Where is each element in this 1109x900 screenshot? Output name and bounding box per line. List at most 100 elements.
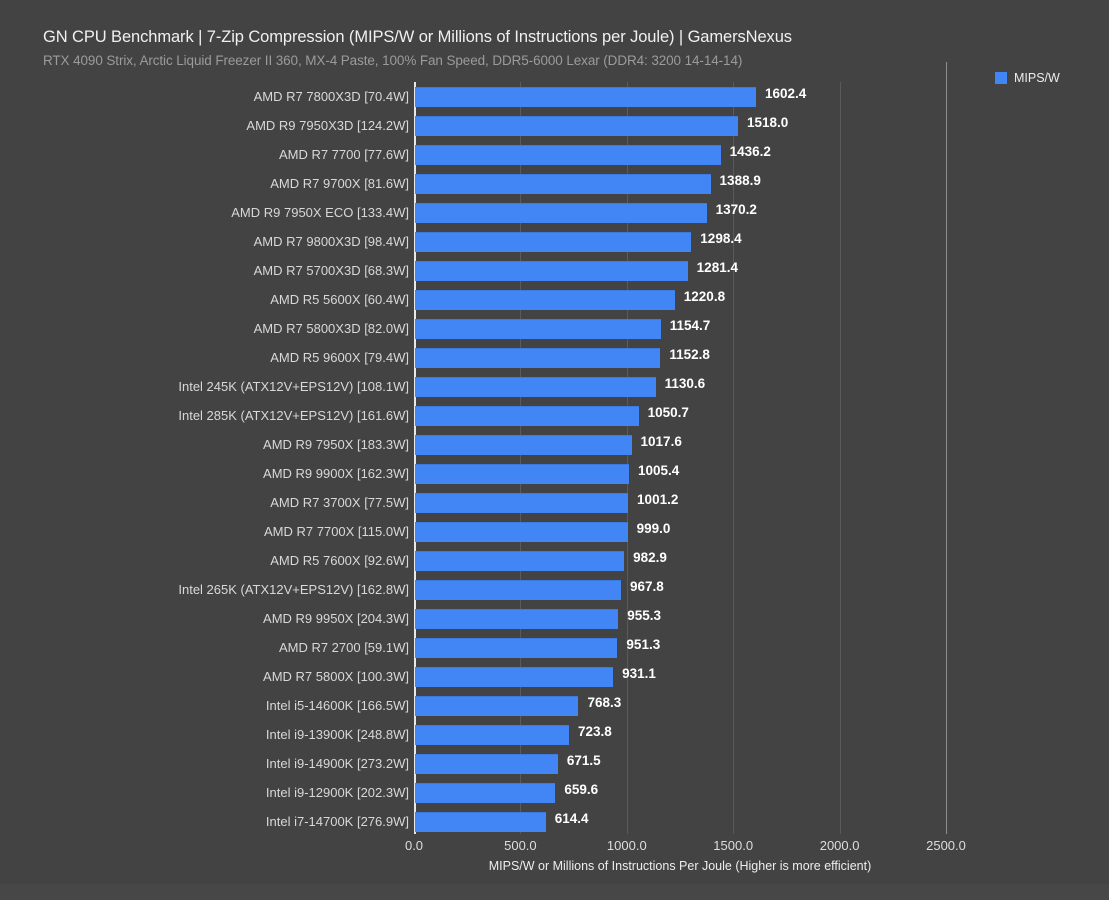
bar-row[interactable]: 1388.9 (414, 169, 946, 198)
bar[interactable] (415, 261, 688, 281)
bar[interactable] (415, 232, 692, 252)
bar-row[interactable]: 614.4 (414, 807, 946, 836)
category-label: AMD R7 3700X [77.5W] (270, 495, 409, 510)
category-row: Intel 285K (ATX12V+EPS12V) [161.6W] (5, 401, 409, 430)
bar[interactable] (415, 116, 739, 136)
bar-value-label: 1436.2 (729, 144, 771, 159)
category-row: AMD R7 7800X3D [70.4W] (5, 82, 409, 111)
bar-row[interactable]: 659.6 (414, 778, 946, 807)
bar[interactable] (415, 783, 556, 803)
bar-row[interactable]: 1370.2 (414, 198, 946, 227)
category-row: AMD R7 5800X [100.3W] (5, 662, 409, 691)
bar[interactable] (415, 406, 639, 426)
bar[interactable] (415, 319, 661, 339)
bar-row[interactable]: 982.9 (414, 546, 946, 575)
category-label: AMD R7 9700X [81.6W] (270, 176, 409, 191)
category-row: AMD R9 7950X [183.3W] (5, 430, 409, 459)
category-row: AMD R9 9900X [162.3W] (5, 459, 409, 488)
bar-value-label: 1220.8 (683, 289, 726, 304)
bar[interactable] (415, 551, 625, 571)
bar[interactable] (415, 87, 756, 107)
bar[interactable] (415, 377, 656, 397)
gridline (733, 82, 735, 834)
bar-series: 1602.4 1518.0 1436.2 1388.9 1370.2 1298.4 1281… (414, 82, 946, 834)
gridline (520, 82, 522, 834)
bar-row[interactable]: 1005.4 (414, 459, 946, 488)
bar-value-label: 1130.6 (664, 376, 706, 391)
bar-value-label: 614.4 (554, 811, 589, 826)
x-tick-label: 0.0 (404, 838, 424, 853)
x-tick-label: 1500.0 (713, 838, 754, 853)
category-label: AMD R7 7700 [77.6W] (278, 147, 409, 162)
bar-row[interactable]: 1017.6 (414, 430, 946, 459)
bar-row[interactable]: 671.5 (414, 749, 946, 778)
bar-row[interactable]: 1281.4 (414, 256, 946, 285)
bar[interactable] (415, 754, 558, 774)
bar[interactable] (415, 174, 711, 194)
bar[interactable] (415, 725, 570, 745)
bar-value-label: 1370.2 (715, 202, 757, 217)
category-label: Intel i9-12900K [202.3W] (265, 785, 409, 800)
category-row: AMD R7 7700X [115.0W] (5, 517, 409, 546)
bar-row[interactable]: 1220.8 (414, 285, 946, 314)
bar-row[interactable]: 1154.7 (414, 314, 946, 343)
category-label: AMD R9 9900X [162.3W] (263, 466, 409, 481)
bar-row[interactable]: 1602.4 (414, 82, 946, 111)
category-label: AMD R9 7950X [183.3W] (263, 437, 409, 452)
category-label: AMD R7 9800X3D [98.4W] (253, 234, 409, 249)
category-row: AMD R7 9800X3D [98.4W] (5, 227, 409, 256)
bar[interactable] (415, 812, 546, 832)
bar[interactable] (415, 145, 721, 165)
bar[interactable] (415, 435, 632, 455)
bar-row[interactable]: 1001.2 (414, 488, 946, 517)
category-row: AMD R7 3700X [77.5W] (5, 488, 409, 517)
bar[interactable] (415, 522, 628, 542)
bar-value-label: 1017.6 (640, 434, 682, 449)
bar[interactable] (415, 464, 629, 484)
bar[interactable] (415, 493, 629, 513)
chart-title: GN CPU Benchmark | 7-Zip Compression (MI… (43, 28, 792, 46)
category-row: AMD R9 7950X3D [124.2W] (5, 111, 409, 140)
bar[interactable] (415, 609, 619, 629)
bar-row[interactable]: 1050.7 (414, 401, 946, 430)
bar-value-label: 951.3 (626, 637, 661, 652)
category-row: Intel 245K (ATX12V+EPS12V) [108.1W] (5, 372, 409, 401)
bar-row[interactable]: 1152.8 (414, 343, 946, 372)
bar-row[interactable]: 723.8 (414, 720, 946, 749)
bar-row[interactable]: 967.8 (414, 575, 946, 604)
category-label: AMD R5 7600X [92.6W] (270, 553, 409, 568)
bar-row[interactable]: 999.0 (414, 517, 946, 546)
bar-row[interactable]: 931.1 (414, 662, 946, 691)
category-row: Intel i9-12900K [202.3W] (5, 778, 409, 807)
bar-row[interactable]: 1436.2 (414, 140, 946, 169)
bar[interactable] (415, 696, 579, 716)
bar-value-label: 1388.9 (719, 173, 761, 188)
category-row: AMD R7 7700 [77.6W] (5, 140, 409, 169)
bar[interactable] (415, 580, 621, 600)
bar-value-label: 982.9 (633, 550, 667, 565)
bar-value-label: 1281.4 (696, 260, 738, 275)
plot-area: 1602.4 1518.0 1436.2 1388.9 1370.2 1298.4 1281… (414, 62, 947, 834)
category-label: Intel i9-13900K [248.8W] (265, 727, 409, 742)
category-row: Intel i7-14700K [276.9W] (5, 807, 409, 836)
category-label: AMD R7 7800X3D [70.4W] (253, 89, 409, 104)
y-axis-line (414, 82, 416, 834)
category-row: AMD R7 2700 [59.1W] (5, 633, 409, 662)
bar[interactable] (415, 667, 614, 687)
bar[interactable] (415, 290, 675, 310)
bar-row[interactable]: 955.3 (414, 604, 946, 633)
bar-row[interactable]: 1298.4 (414, 227, 946, 256)
category-row: Intel i9-13900K [248.8W] (5, 720, 409, 749)
bar-row[interactable]: 951.3 (414, 633, 946, 662)
bar[interactable] (415, 203, 707, 223)
category-label: AMD R7 2700 [59.1W] (278, 640, 409, 655)
bar-row[interactable]: 1518.0 (414, 111, 946, 140)
bar-row[interactable]: 1130.6 (414, 372, 946, 401)
gridline (946, 62, 947, 834)
bar-value-label: 955.3 (627, 608, 662, 623)
bar[interactable] (415, 348, 661, 368)
category-row: AMD R7 9700X [81.6W] (5, 169, 409, 198)
x-tick-label: 1000.0 (606, 838, 647, 853)
bar[interactable] (415, 638, 618, 658)
bar-row[interactable]: 768.3 (414, 691, 946, 720)
